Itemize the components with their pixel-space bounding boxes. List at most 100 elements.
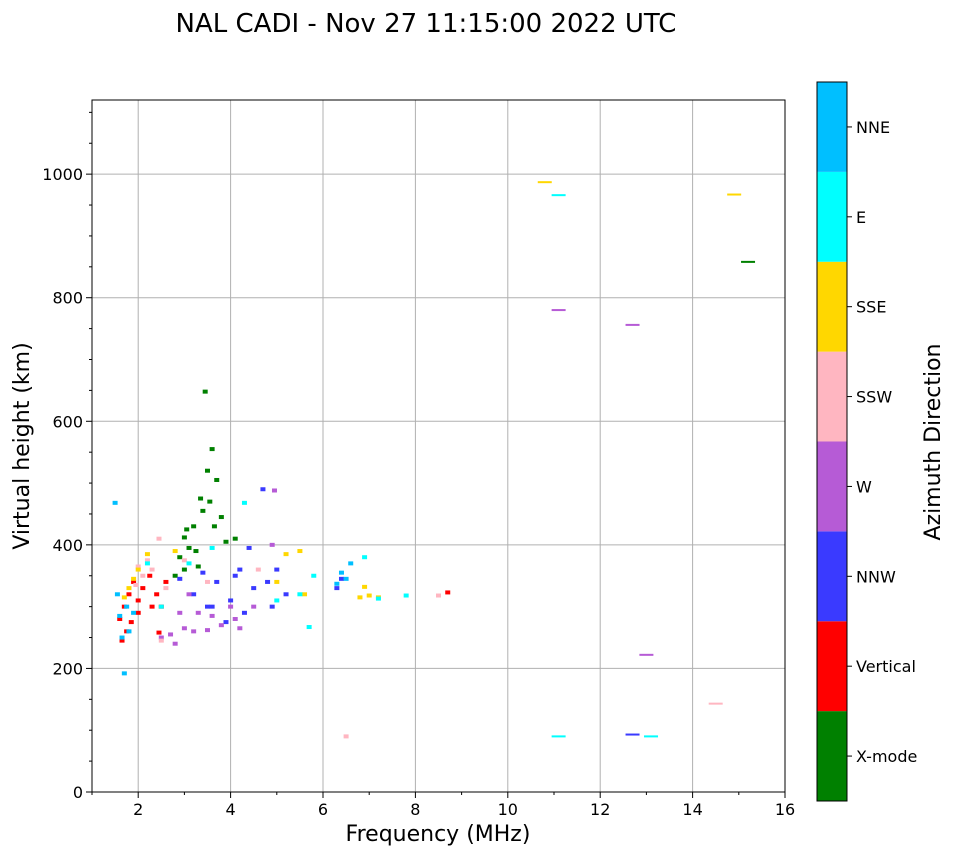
data-point xyxy=(708,702,723,705)
data-point xyxy=(205,579,210,584)
colorbar-frame xyxy=(816,81,848,802)
data-point xyxy=(265,579,271,584)
data-point xyxy=(117,617,123,621)
y-axis-label: Virtual height (km) xyxy=(10,342,35,549)
data-point xyxy=(223,539,229,544)
data-point xyxy=(260,487,266,492)
x-tick-label: 4 xyxy=(226,800,236,819)
data-point xyxy=(274,579,280,584)
data-point xyxy=(186,592,192,597)
data-point xyxy=(223,620,229,625)
data-point xyxy=(198,496,204,501)
data-point xyxy=(181,567,187,572)
data-point xyxy=(119,638,125,643)
data-point xyxy=(639,653,654,656)
data-point xyxy=(251,586,257,591)
y-tick-label: 0 xyxy=(73,783,83,802)
data-point xyxy=(251,604,257,609)
data-point xyxy=(246,545,252,550)
data-point xyxy=(200,508,206,513)
y-tick-label: 200 xyxy=(52,659,83,678)
data-point xyxy=(348,561,354,566)
data-point xyxy=(128,620,134,625)
data-point xyxy=(140,586,146,591)
data-point xyxy=(112,500,118,505)
data-point xyxy=(172,641,178,646)
data-point xyxy=(218,623,224,628)
data-point xyxy=(644,735,659,738)
grid-lines xyxy=(92,100,785,792)
data-points xyxy=(112,181,756,739)
data-point xyxy=(135,598,141,603)
data-point xyxy=(135,564,141,569)
data-point xyxy=(181,626,187,631)
data-point xyxy=(181,535,187,540)
data-point xyxy=(271,488,277,493)
data-point xyxy=(124,604,130,609)
data-point xyxy=(311,573,317,578)
plot-frame xyxy=(91,99,786,793)
data-point xyxy=(551,735,566,738)
data-point xyxy=(149,604,155,609)
colorbar-segment xyxy=(817,711,847,801)
data-point xyxy=(177,555,183,560)
y-tick-label: 600 xyxy=(52,412,83,431)
data-point xyxy=(241,500,247,505)
colorbar-tick-label: Vertical xyxy=(856,657,916,676)
data-point xyxy=(214,477,220,482)
data-point xyxy=(117,613,123,618)
colorbar-segment xyxy=(817,171,847,262)
data-point xyxy=(302,592,308,597)
data-point xyxy=(121,595,127,600)
data-point xyxy=(131,610,137,615)
colorbar-segment xyxy=(817,621,847,712)
data-point xyxy=(211,524,217,529)
data-point xyxy=(362,584,368,589)
data-point xyxy=(537,181,552,184)
data-point xyxy=(184,527,190,532)
data-point xyxy=(126,586,132,591)
data-point xyxy=(338,570,344,575)
x-tick-label: 2 xyxy=(133,800,143,819)
data-point xyxy=(269,542,275,547)
data-point xyxy=(209,545,215,550)
data-point xyxy=(625,323,640,326)
data-point xyxy=(283,592,289,597)
data-point xyxy=(237,567,243,572)
data-point xyxy=(205,628,210,633)
data-point xyxy=(158,635,164,640)
data-point xyxy=(172,549,178,554)
data-point xyxy=(207,499,213,504)
data-point xyxy=(177,576,183,581)
colorbar-tick-label: SSE xyxy=(856,298,886,317)
x-tick-label: 6 xyxy=(318,800,328,819)
data-point xyxy=(144,558,150,563)
colorbar-tick-label: X-mode xyxy=(856,747,917,766)
data-point xyxy=(121,671,127,676)
data-point xyxy=(191,524,197,529)
colorbar-segment xyxy=(817,441,847,532)
data-point xyxy=(191,629,197,634)
data-point xyxy=(727,193,742,196)
data-point xyxy=(205,468,210,473)
data-point xyxy=(177,610,183,615)
data-point xyxy=(232,573,238,578)
data-point xyxy=(168,632,174,637)
data-point xyxy=(135,567,141,572)
data-point xyxy=(126,629,132,634)
data-point xyxy=(551,309,566,312)
data-point xyxy=(163,579,169,584)
colorbar-tick-label: W xyxy=(856,477,872,496)
data-point xyxy=(338,576,344,581)
colorbar-tick-label: SSW xyxy=(856,388,892,407)
data-point xyxy=(181,558,187,563)
data-point xyxy=(232,536,238,541)
data-point xyxy=(625,733,640,736)
data-point xyxy=(283,552,289,557)
data-point xyxy=(209,447,215,452)
data-point xyxy=(133,583,139,588)
data-point xyxy=(135,610,141,615)
data-point xyxy=(255,567,261,572)
data-point xyxy=(191,592,197,597)
data-point xyxy=(403,593,409,598)
